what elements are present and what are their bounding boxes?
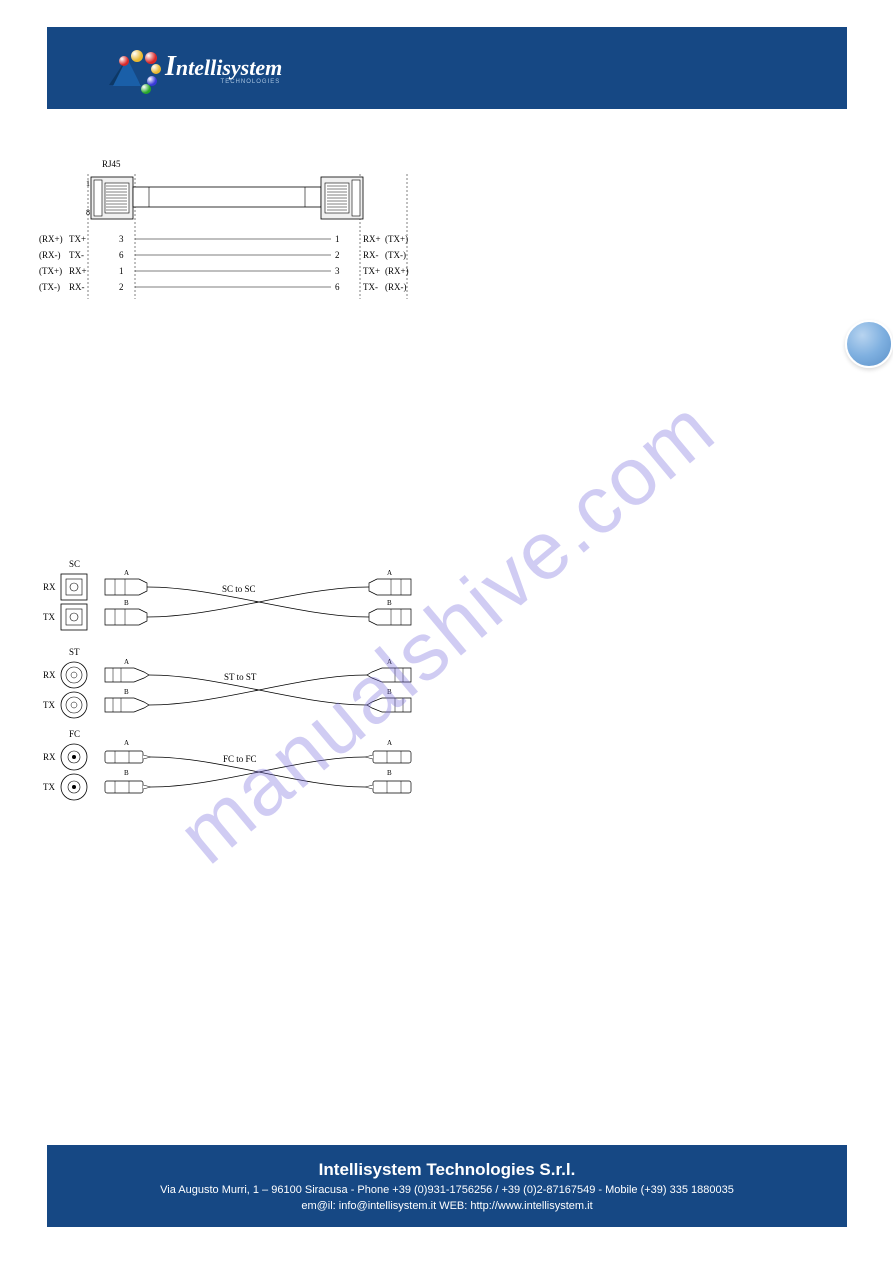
- footer-contact: em@il: info@intellisystem.it WEB: http:/…: [301, 1200, 592, 1212]
- fiber-st-ra: A: [387, 658, 392, 666]
- rj45-r-inner-0: RX+: [363, 234, 381, 244]
- rj45-l-pin-2: 1: [119, 266, 124, 276]
- logo-orb: [119, 56, 129, 66]
- fiber-fc-la: A: [124, 739, 129, 747]
- fiber-st-tx: TX: [43, 700, 55, 710]
- rj45-r-inner-3: TX-: [363, 282, 378, 292]
- rj45-l-outer-0: (RX+): [39, 234, 63, 244]
- logo-orbs: [107, 48, 161, 88]
- header-banner: I ntellisystem TECHNOLOGIES: [47, 27, 847, 109]
- fiber-sc-rx: RX: [43, 582, 56, 592]
- rj45-l-outer-3: (TX-): [39, 282, 60, 292]
- logo-subtitle: TECHNOLOGIES: [165, 79, 280, 85]
- fiber-sc-rb: B: [387, 599, 392, 607]
- page-container: I ntellisystem TECHNOLOGIES: [47, 27, 847, 1227]
- fiber-st-rx: RX: [43, 670, 56, 680]
- logo-rest-text: ntellisystem: [176, 55, 282, 81]
- rj45-svg: [39, 159, 419, 339]
- logo: I ntellisystem TECHNOLOGIES: [107, 48, 282, 88]
- rj45-diagram: RJ45 1 8 (RX+) TX+ 3 (RX-) TX- 6 (TX+) R…: [39, 159, 419, 339]
- fiber-st-lb: B: [124, 688, 129, 696]
- rj45-title: RJ45: [102, 159, 121, 169]
- rj45-l-pin-1: 6: [119, 250, 124, 260]
- page-badge-circle: [845, 320, 893, 368]
- rj45-l-outer-1: (RX-): [39, 250, 61, 260]
- footer-banner: Intellisystem Technologies S.r.l. Via Au…: [47, 1145, 847, 1227]
- rj45-r-outer-3: (RX-): [385, 282, 407, 292]
- rj45-r-pin-3: 6: [335, 282, 340, 292]
- rj45-r-inner-2: TX+: [363, 266, 380, 276]
- rj45-l-inner-3: RX-: [69, 282, 85, 292]
- fiber-fc-lb: B: [124, 769, 129, 777]
- page-badge: [845, 320, 893, 368]
- fiber-svg: [39, 559, 419, 819]
- logo-orb: [151, 64, 161, 74]
- fiber-sc-title: SC: [69, 559, 80, 569]
- fiber-st-la: A: [124, 658, 129, 666]
- rj45-l-inner-1: TX-: [69, 250, 84, 260]
- rj45-pin-8: 8: [86, 208, 90, 217]
- logo-orb: [145, 52, 157, 64]
- footer-address: Via Augusto Murri, 1 – 96100 Siracusa - …: [160, 1184, 734, 1196]
- fiber-sc-tx: TX: [43, 612, 55, 622]
- rj45-pin-1: 1: [86, 179, 90, 188]
- rj45-l-inner-2: RX+: [69, 266, 87, 276]
- fiber-fc-ra: A: [387, 739, 392, 747]
- fiber-fc-caption: FC to FC: [223, 754, 257, 764]
- fiber-sc-lb: B: [124, 599, 129, 607]
- fiber-sc-la: A: [124, 569, 129, 577]
- rj45-r-pin-2: 3: [335, 266, 340, 276]
- rj45-r-inner-1: RX-: [363, 250, 379, 260]
- logo-orb: [131, 50, 143, 62]
- rj45-l-pin-0: 3: [119, 234, 124, 244]
- footer-title: Intellisystem Technologies S.r.l.: [319, 1160, 576, 1180]
- rj45-r-outer-1: (TX-): [385, 250, 406, 260]
- fiber-fc-rx: RX: [43, 752, 56, 762]
- rj45-r-outer-0: (TX+): [385, 234, 408, 244]
- rj45-r-pin-0: 1: [335, 234, 340, 244]
- fiber-sc-caption: SC to SC: [222, 584, 256, 594]
- fiber-fc-tx: TX: [43, 782, 55, 792]
- logo-orb: [141, 84, 151, 94]
- fiber-st-title: ST: [69, 647, 80, 657]
- fiber-sc-ra: A: [387, 569, 392, 577]
- fiber-st-caption: ST to ST: [224, 672, 256, 682]
- fiber-fc-rb: B: [387, 769, 392, 777]
- rj45-r-pin-1: 2: [335, 250, 340, 260]
- rj45-l-outer-2b: (TX+): [39, 266, 62, 276]
- fiber-diagram: SC RX TX SC to SC A B A B ST RX TX ST to…: [39, 559, 419, 819]
- content-area: RJ45 1 8 (RX+) TX+ 3 (RX-) TX- 6 (TX+) R…: [47, 109, 847, 819]
- logo-text: I ntellisystem TECHNOLOGIES: [165, 51, 282, 85]
- fiber-st-rb: B: [387, 688, 392, 696]
- rj45-l-inner-0: TX+: [69, 234, 86, 244]
- rj45-l-pin-3: 2: [119, 282, 124, 292]
- rj45-r-outer-2: (RX+): [385, 266, 409, 276]
- fiber-fc-title: FC: [69, 729, 80, 739]
